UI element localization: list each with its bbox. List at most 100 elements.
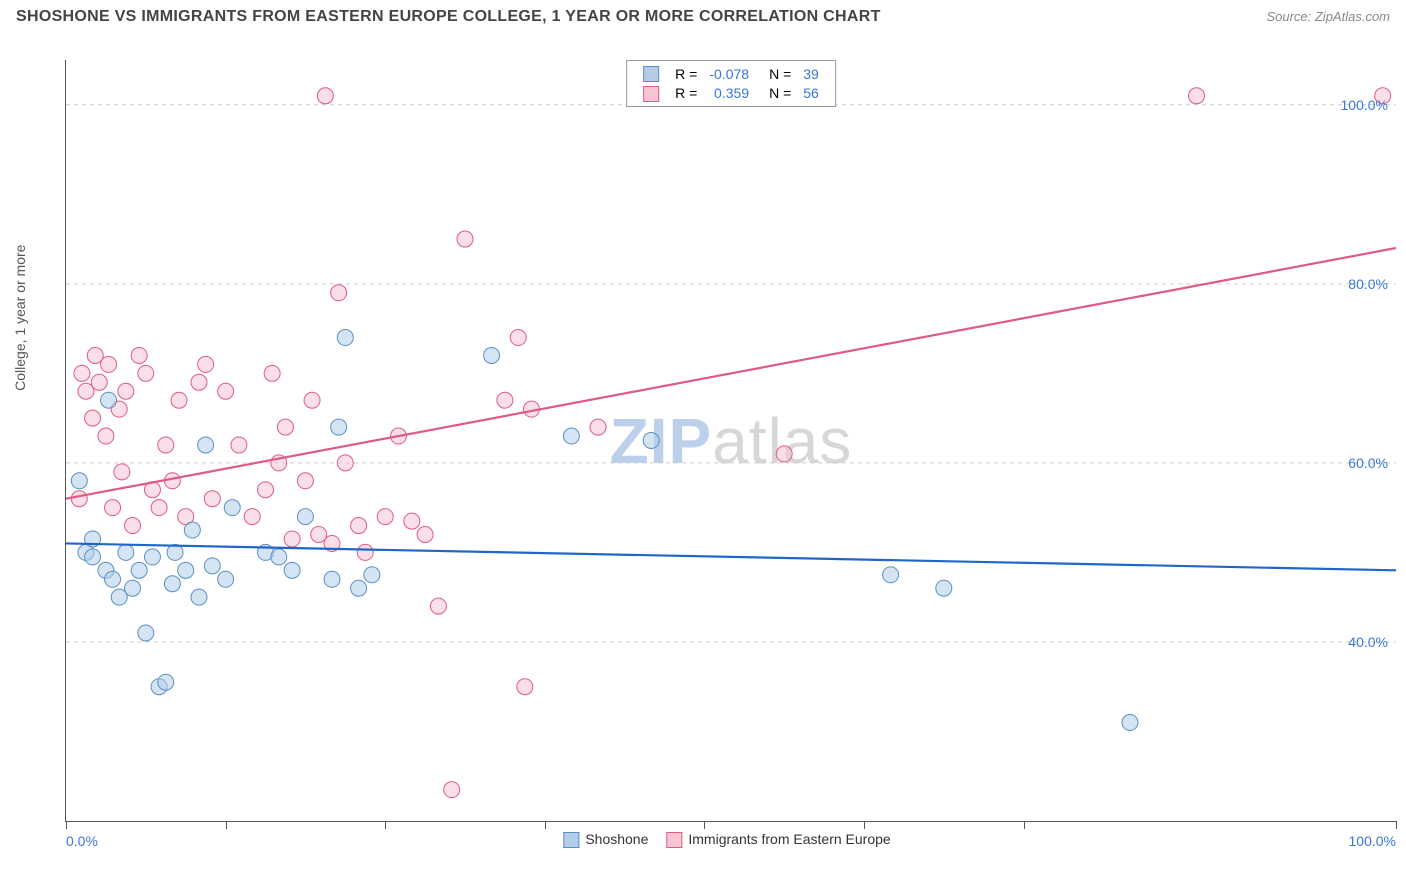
point-series-b [317, 88, 333, 104]
legend-r-value: -0.078 [703, 64, 755, 83]
legend-r-label: R = [669, 64, 703, 83]
point-series-b [497, 392, 513, 408]
point-series-b [118, 383, 134, 399]
point-series-b [351, 518, 367, 534]
point-series-a [138, 625, 154, 641]
point-series-a [164, 576, 180, 592]
point-series-a [224, 500, 240, 516]
correlation-legend: R =-0.078N =39R =0.359N =56 [626, 60, 836, 107]
point-series-a [158, 674, 174, 690]
point-series-a [118, 544, 134, 560]
point-series-b [114, 464, 130, 480]
point-series-b [510, 330, 526, 346]
point-series-a [271, 549, 287, 565]
point-series-b [776, 446, 792, 462]
point-series-a [178, 562, 194, 578]
x-tick [864, 821, 865, 829]
point-series-a [351, 580, 367, 596]
chart-title: SHOSHONE VS IMMIGRANTS FROM EASTERN EURO… [16, 8, 881, 26]
point-series-b [91, 374, 107, 390]
legend-n-value: 39 [797, 64, 825, 83]
legend-r-label: R = [669, 83, 703, 102]
x-tick [1024, 821, 1025, 829]
point-series-a [484, 347, 500, 363]
x-tick-label: 0.0% [66, 833, 98, 849]
point-series-a [563, 428, 579, 444]
point-series-a [324, 571, 340, 587]
point-series-b [74, 365, 90, 381]
point-series-b [105, 500, 121, 516]
point-series-b [244, 509, 260, 525]
point-series-a [131, 562, 147, 578]
point-series-b [1189, 88, 1205, 104]
point-series-a [204, 558, 220, 574]
point-series-b [284, 531, 300, 547]
x-tick [1396, 821, 1397, 829]
legend-series-label: Shoshone [585, 831, 648, 847]
point-series-b [151, 500, 167, 516]
point-series-a [218, 571, 234, 587]
point-series-b [198, 356, 214, 372]
point-series-a [331, 419, 347, 435]
point-series-a [71, 473, 87, 489]
point-series-b [457, 231, 473, 247]
point-series-b [264, 365, 280, 381]
point-series-b [417, 527, 433, 543]
legend-swatch [643, 66, 659, 82]
point-series-a [85, 549, 101, 565]
point-series-b [444, 782, 460, 798]
legend-row: R =-0.078N =39 [637, 64, 825, 83]
plot-area: R =-0.078N =39R =0.359N =56 ZIPatlas 40.… [65, 60, 1396, 822]
point-series-b [337, 455, 353, 471]
legend-row: R =0.359N =56 [637, 83, 825, 102]
y-tick-label: 60.0% [1348, 455, 1388, 471]
legend-swatch [643, 86, 659, 102]
x-tick [704, 821, 705, 829]
legend-r-value: 0.359 [703, 83, 755, 102]
point-series-b [277, 419, 293, 435]
point-series-b [304, 392, 320, 408]
point-series-a [184, 522, 200, 538]
point-series-a [101, 392, 117, 408]
x-tick [385, 821, 386, 829]
point-series-a [198, 437, 214, 453]
y-axis-label: College, 1 year or more [12, 245, 28, 391]
point-series-b [231, 437, 247, 453]
x-tick-label: 100.0% [1349, 833, 1396, 849]
point-series-b [125, 518, 141, 534]
scatter-svg [66, 60, 1396, 821]
x-tick [545, 821, 546, 829]
point-series-b [218, 383, 234, 399]
legend-n-value: 56 [797, 83, 825, 102]
source-label: Source: ZipAtlas.com [1266, 9, 1390, 24]
point-series-a [364, 567, 380, 583]
series-legend: Shoshone Immigrants from Eastern Europe [545, 831, 890, 848]
point-series-b [191, 374, 207, 390]
point-series-b [404, 513, 420, 529]
point-series-b [297, 473, 313, 489]
point-series-b [71, 491, 87, 507]
point-series-b [131, 347, 147, 363]
chart-area: College, 1 year or more R =-0.078N =39R … [40, 60, 1396, 852]
point-series-a [284, 562, 300, 578]
point-series-a [297, 509, 313, 525]
legend-n-label: N = [755, 64, 797, 83]
point-series-b [377, 509, 393, 525]
y-tick-label: 80.0% [1348, 276, 1388, 292]
legend-series-label: Immigrants from Eastern Europe [688, 831, 890, 847]
point-series-b [158, 437, 174, 453]
point-series-a [643, 433, 659, 449]
point-series-b [331, 285, 347, 301]
x-tick [66, 821, 67, 829]
point-series-b [517, 679, 533, 695]
point-series-a [337, 330, 353, 346]
point-series-b [430, 598, 446, 614]
point-series-a [883, 567, 899, 583]
point-series-b [204, 491, 220, 507]
point-series-b [590, 419, 606, 435]
x-tick [226, 821, 227, 829]
point-series-a [144, 549, 160, 565]
y-tick-label: 100.0% [1341, 97, 1388, 113]
point-series-b [138, 365, 154, 381]
legend-swatch [563, 832, 579, 848]
